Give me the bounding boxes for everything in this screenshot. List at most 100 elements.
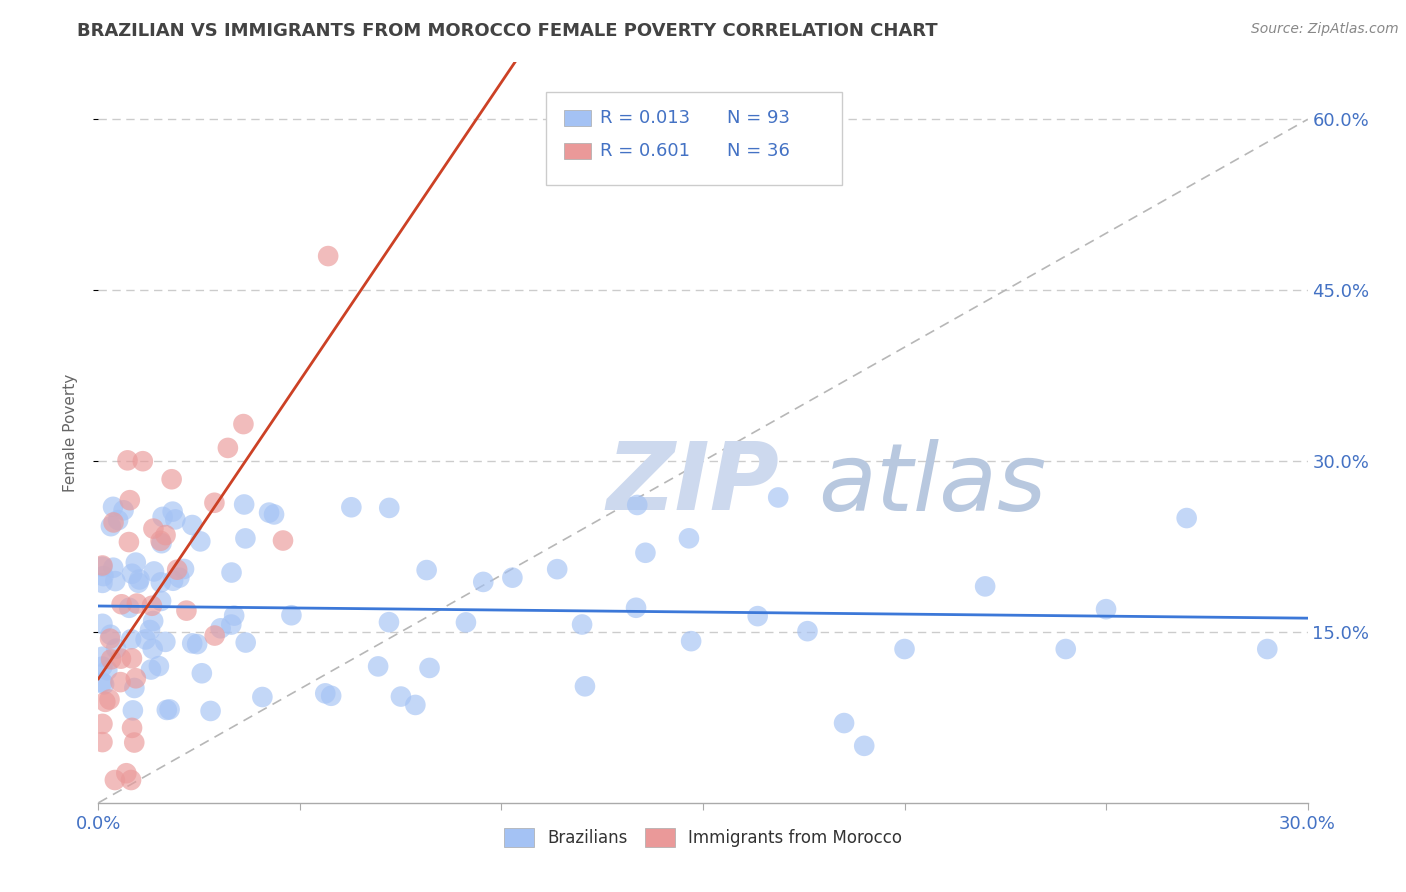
Point (94, 695, 117, 709)
Point (235, 532, 257, 546)
Point (122, 703, 145, 717)
Point (110, 675, 132, 690)
Point (224, 608, 246, 623)
Point (142, 614, 165, 628)
Point (91, 558, 114, 573)
Point (139, 663, 162, 677)
FancyBboxPatch shape (546, 92, 842, 185)
Point (893, 642, 915, 657)
Point (204, 629, 226, 643)
Point (501, 571, 523, 585)
Point (367, 659, 389, 673)
Point (155, 528, 177, 542)
Point (252, 690, 274, 704)
Point (96, 663, 118, 677)
Point (235, 635, 257, 649)
Point (162, 505, 184, 519)
Text: atlas: atlas (818, 439, 1046, 530)
Point (156, 703, 179, 717)
Point (217, 441, 239, 455)
Point (415, 563, 437, 577)
Point (118, 493, 141, 508)
Point (340, 500, 363, 515)
Point (681, 634, 703, 648)
Point (314, 686, 336, 700)
Point (454, 615, 477, 630)
Point (105, 641, 128, 656)
Point (101, 500, 124, 514)
Point (149, 533, 172, 548)
Point (142, 641, 165, 656)
Point (91, 675, 114, 690)
Point (91, 735, 114, 749)
Point (103, 516, 125, 530)
Point (127, 575, 149, 590)
Point (143, 565, 166, 579)
Point (165, 512, 187, 526)
Legend: Brazilians, Immigrants from Morocco: Brazilians, Immigrants from Morocco (498, 822, 908, 854)
Point (404, 698, 426, 712)
Point (93, 569, 115, 583)
Point (160, 472, 183, 486)
Point (853, 739, 876, 753)
Point (100, 628, 122, 642)
Point (98, 632, 121, 646)
Point (104, 772, 127, 787)
Point (148, 659, 170, 673)
Point (98, 692, 121, 706)
Point (128, 573, 150, 587)
Text: R = 0.013: R = 0.013 (600, 109, 690, 127)
Point (118, 600, 141, 615)
Text: N = 93: N = 93 (727, 109, 790, 127)
Point (91, 616, 114, 631)
Point (150, 594, 173, 608)
Point (100, 519, 122, 533)
Point (110, 597, 132, 611)
FancyBboxPatch shape (564, 110, 591, 126)
Point (125, 556, 148, 570)
Point (766, 491, 789, 505)
Text: R = 0.601: R = 0.601 (600, 143, 690, 161)
Point (149, 575, 172, 590)
Point (135, 632, 157, 647)
Point (150, 536, 173, 550)
Text: ZIP: ZIP (606, 439, 779, 531)
Point (263, 508, 285, 522)
Point (378, 615, 401, 630)
Point (173, 562, 195, 576)
Point (316, 249, 339, 263)
Point (132, 454, 155, 468)
Point (159, 702, 181, 716)
Point (103, 560, 125, 574)
Point (155, 635, 177, 649)
Point (93, 677, 115, 691)
Point (91, 659, 114, 673)
Point (832, 716, 855, 731)
Point (110, 651, 132, 665)
Point (571, 617, 593, 632)
Text: Source: ZipAtlas.com: Source: ZipAtlas.com (1251, 22, 1399, 37)
Point (120, 632, 142, 647)
Point (169, 571, 191, 585)
Point (120, 772, 142, 787)
Point (221, 566, 243, 580)
Point (118, 535, 141, 549)
Point (747, 609, 769, 624)
Point (141, 599, 163, 613)
Point (280, 608, 302, 623)
Point (162, 574, 184, 588)
Point (221, 617, 243, 632)
Point (186, 637, 208, 651)
Point (125, 597, 148, 611)
Point (139, 623, 162, 637)
Point (121, 651, 143, 665)
Point (634, 546, 657, 560)
Point (124, 681, 146, 695)
Point (418, 661, 440, 675)
Point (121, 721, 143, 735)
Point (271, 533, 294, 548)
Point (233, 498, 256, 512)
Point (1256, 642, 1278, 657)
Y-axis label: Female Poverty: Female Poverty (63, 374, 77, 491)
Point (204, 496, 226, 510)
